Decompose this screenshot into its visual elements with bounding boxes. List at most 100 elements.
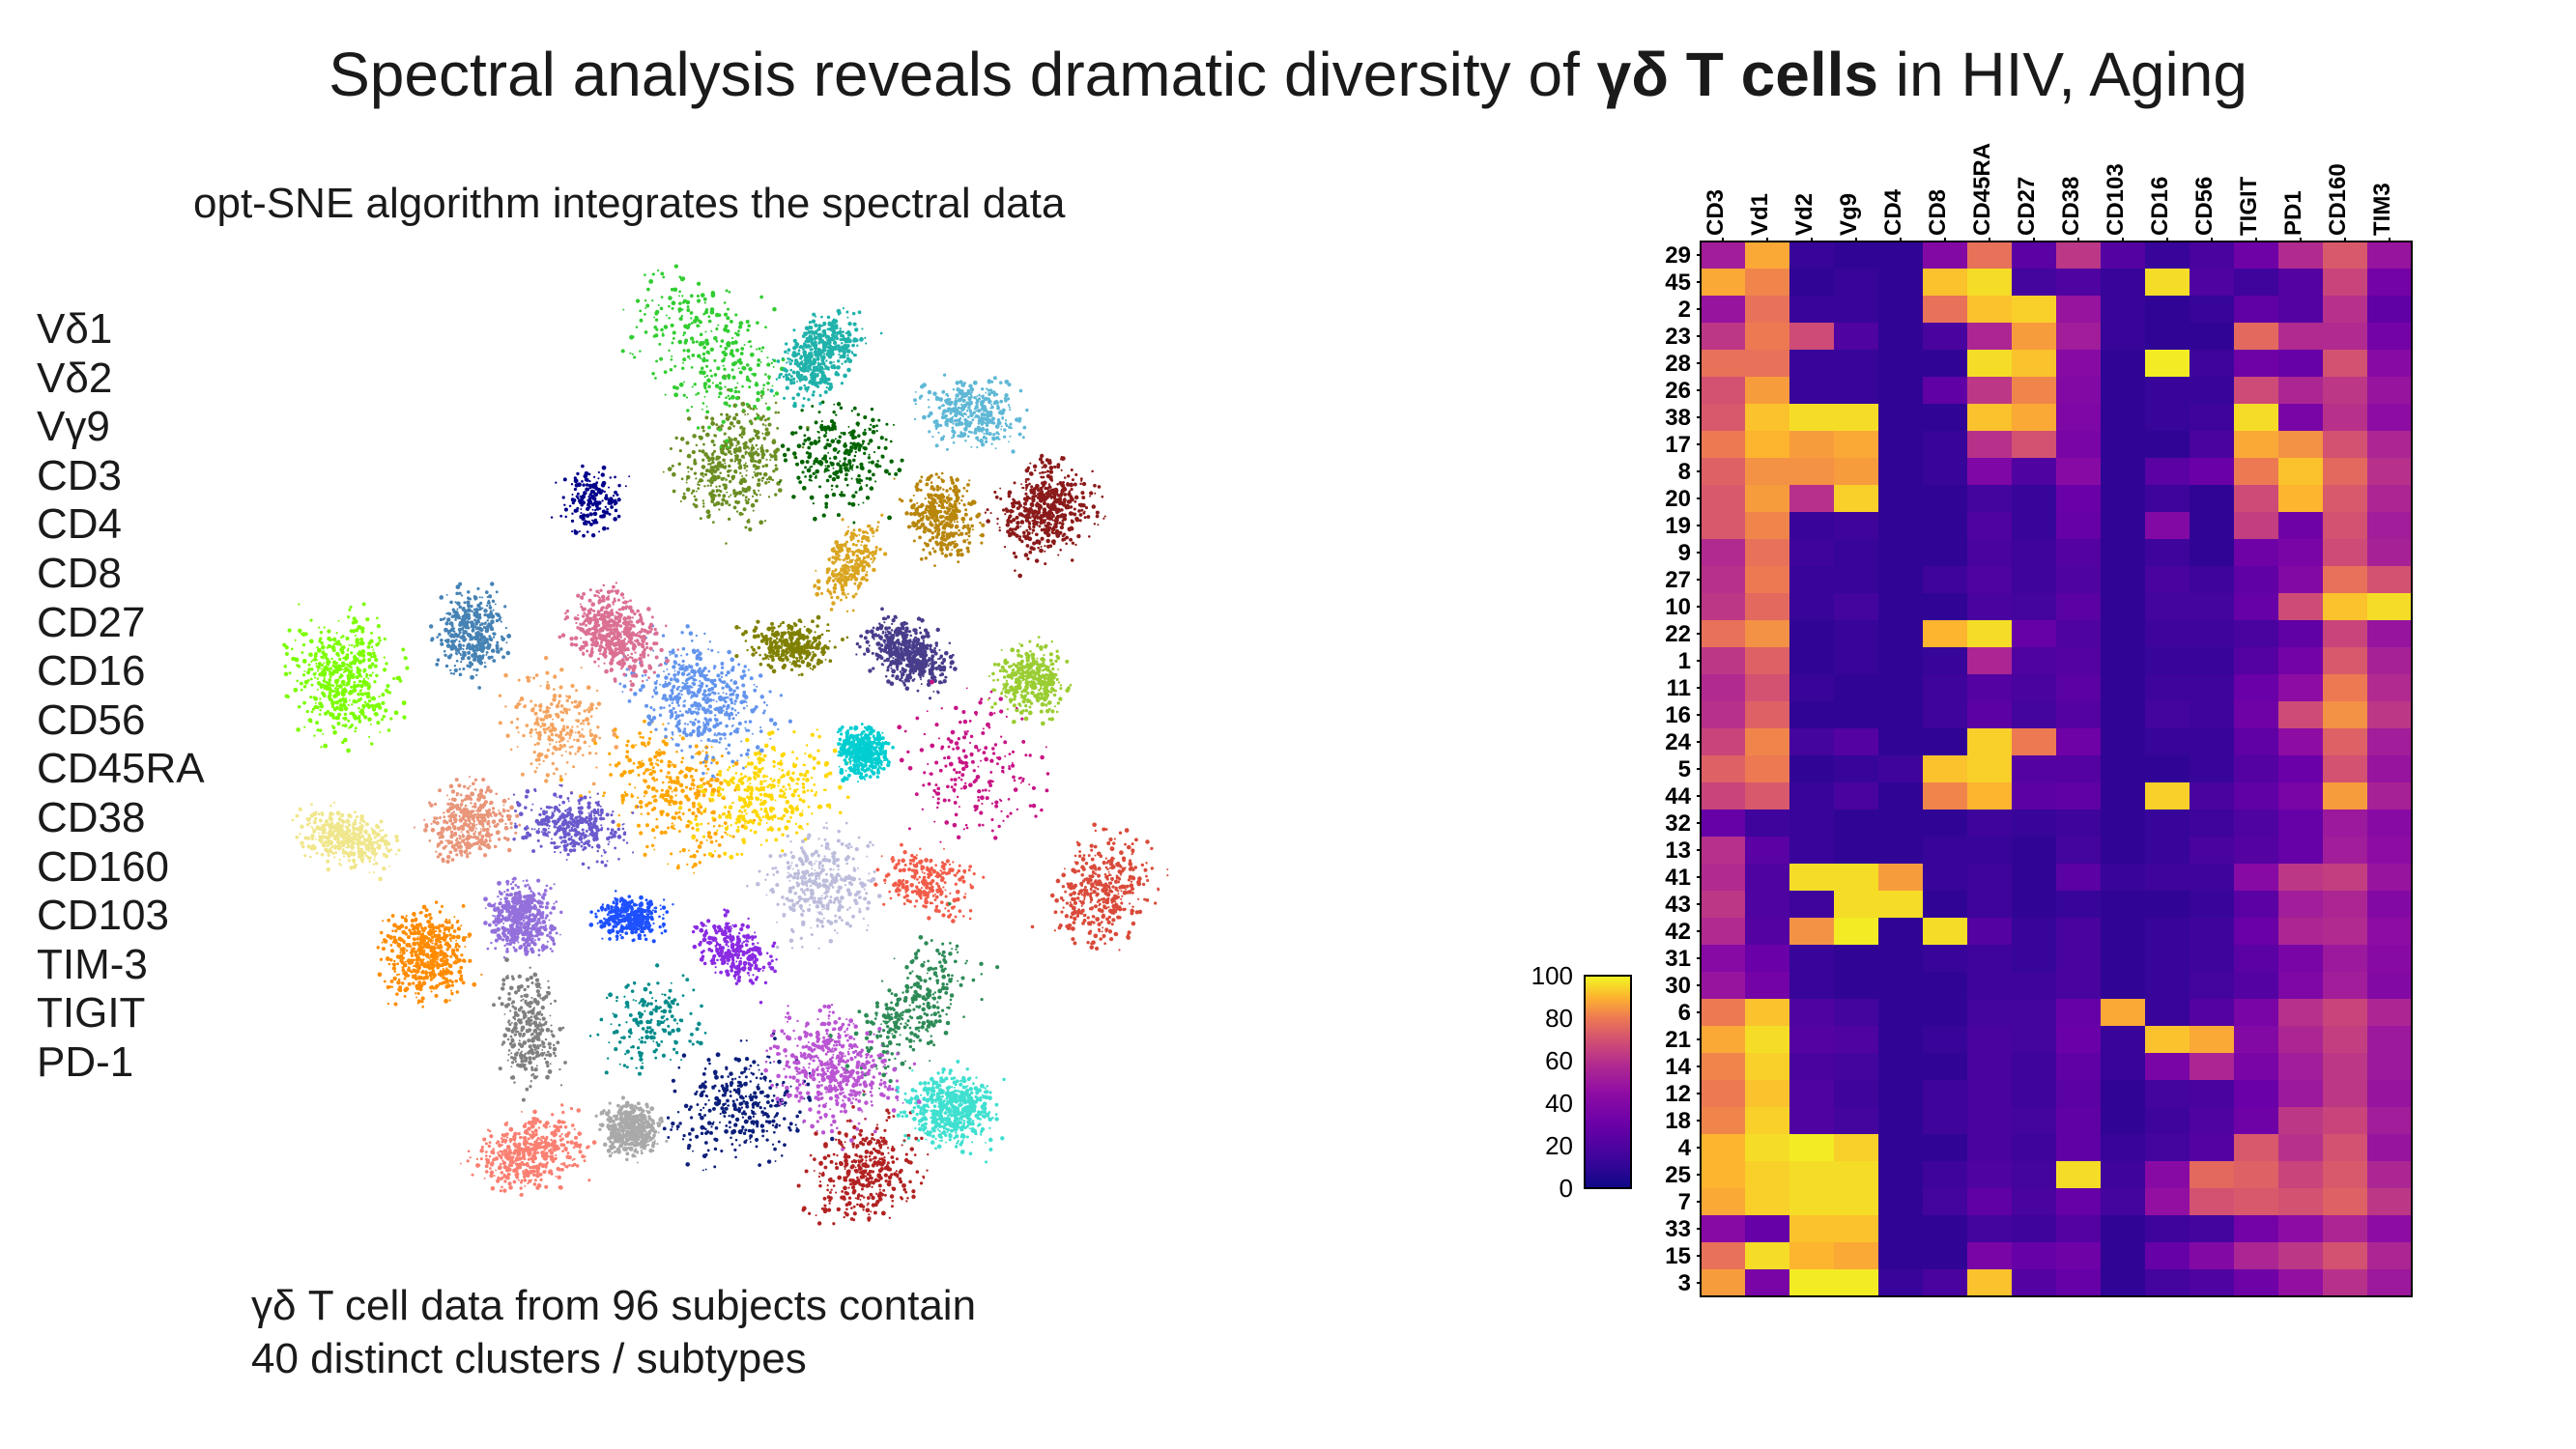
heatmap-cell bbox=[2323, 999, 2367, 1026]
heatmap-cell bbox=[1834, 566, 1878, 593]
heatmap-cell bbox=[2012, 323, 2056, 350]
heatmap-cell bbox=[1701, 404, 1745, 431]
heatmap-cell bbox=[2234, 1080, 2278, 1107]
heatmap-col-label: TIGIT bbox=[2236, 176, 2262, 236]
heatmap-cell bbox=[2190, 404, 2234, 431]
heatmap-col-label: CD16 bbox=[2147, 177, 2173, 236]
marker-list-item: TIGIT bbox=[37, 989, 205, 1038]
heatmap-cell bbox=[1701, 485, 1745, 512]
heatmap-cell bbox=[2234, 485, 2278, 512]
heatmap-cell bbox=[2012, 728, 2056, 755]
heatmap-cell bbox=[1745, 837, 1789, 864]
heatmap-cell bbox=[2101, 701, 2145, 728]
heatmap-cell bbox=[1923, 810, 1967, 837]
heatmap-cell bbox=[1878, 404, 1923, 431]
heatmap-cell bbox=[1967, 593, 2012, 620]
heatmap-cell bbox=[2101, 350, 2145, 377]
heatmap-cell bbox=[1967, 1242, 2012, 1269]
heatmap-cell bbox=[1834, 1026, 1878, 1053]
heatmap-cell bbox=[2056, 864, 2101, 891]
heatmap-cell bbox=[2101, 864, 2145, 891]
heatmap-cell bbox=[1834, 512, 1878, 539]
heatmap-cell bbox=[2367, 755, 2412, 782]
scatter-cluster bbox=[734, 615, 848, 676]
heatmap-cell bbox=[1878, 1026, 1923, 1053]
heatmap-cell bbox=[2234, 431, 2278, 458]
heatmap-cell bbox=[2367, 918, 2412, 945]
heatmap-cell bbox=[1834, 458, 1878, 485]
heatmap-cell bbox=[1789, 918, 1834, 945]
heatmap-cell bbox=[2056, 296, 2101, 323]
heatmap-cell bbox=[1878, 350, 1923, 377]
heatmap-cell bbox=[1834, 891, 1878, 918]
heatmap-cell bbox=[1789, 999, 1834, 1026]
heatmap-cell bbox=[2056, 810, 2101, 837]
heatmap-cell bbox=[2323, 674, 2367, 701]
heatmap-cell bbox=[2278, 972, 2323, 999]
heatmap-cell bbox=[1834, 539, 1878, 566]
heatmap-cell bbox=[2145, 999, 2190, 1026]
heatmap-cell bbox=[2278, 782, 2323, 810]
heatmap-cell bbox=[1878, 864, 1923, 891]
heatmap-cell bbox=[1834, 593, 1878, 620]
heatmap-cell bbox=[1923, 593, 1967, 620]
heatmap-cell bbox=[1701, 1026, 1745, 1053]
heatmap-cell bbox=[2145, 755, 2190, 782]
heatmap-cell bbox=[1878, 458, 1923, 485]
heatmap-cell bbox=[1789, 539, 1834, 566]
heatmap-col-label: CD3 bbox=[1703, 189, 1729, 236]
heatmap-cell bbox=[2056, 458, 2101, 485]
heatmap-cell bbox=[2234, 1053, 2278, 1080]
heatmap-row-label: 27 bbox=[1665, 567, 1691, 593]
heatmap-cell bbox=[1745, 512, 1789, 539]
heatmap-cell bbox=[2012, 701, 2056, 728]
heatmap-cell bbox=[1701, 674, 1745, 701]
heatmap-cell bbox=[2012, 1080, 2056, 1107]
heatmap-cell bbox=[2367, 999, 2412, 1026]
scatter-cluster bbox=[492, 957, 567, 1101]
heatmap-cell bbox=[1923, 431, 1967, 458]
heatmap-cell bbox=[2101, 972, 2145, 999]
heatmap-cell bbox=[1967, 269, 2012, 296]
heatmap-cell bbox=[1923, 620, 1967, 647]
scatter-cluster bbox=[429, 582, 511, 690]
heatmap-cell bbox=[1745, 647, 1789, 674]
heatmap-cell bbox=[1701, 620, 1745, 647]
heatmap-cell bbox=[2190, 620, 2234, 647]
heatmap-cell bbox=[1967, 810, 2012, 837]
heatmap-cell bbox=[1789, 323, 1834, 350]
heatmap-cell bbox=[2056, 1053, 2101, 1080]
heatmap-col-label: Vd2 bbox=[1791, 193, 1818, 236]
heatmap-cell bbox=[1923, 999, 1967, 1026]
heatmap-cell bbox=[1701, 377, 1745, 404]
heatmap-cell bbox=[2190, 945, 2234, 972]
heatmap-row-label: 10 bbox=[1665, 594, 1691, 620]
heatmap-col-label: CD27 bbox=[2014, 177, 2040, 236]
marker-list-item: CD45RA bbox=[37, 745, 205, 794]
heatmap-cell bbox=[2145, 323, 2190, 350]
heatmap-row-label: 15 bbox=[1665, 1243, 1691, 1269]
heatmap-cell bbox=[2012, 1053, 2056, 1080]
heatmap-cell bbox=[2323, 539, 2367, 566]
heatmap-cell bbox=[1701, 1215, 1745, 1242]
heatmap-cell bbox=[2323, 512, 2367, 539]
heatmap-cell bbox=[1923, 1134, 1967, 1161]
heatmap-cell bbox=[1878, 485, 1923, 512]
heatmap-cell bbox=[1789, 810, 1834, 837]
heatmap-cell bbox=[1878, 296, 1923, 323]
heatmap-cell bbox=[2367, 728, 2412, 755]
heatmap-col-label: CD4 bbox=[1880, 188, 1906, 236]
heatmap-cell bbox=[1923, 269, 1967, 296]
heatmap-row-label: 32 bbox=[1665, 810, 1691, 837]
scatter-cluster bbox=[813, 514, 887, 612]
heatmap-cell bbox=[2012, 242, 2056, 269]
heatmap-cell bbox=[2367, 891, 2412, 918]
heatmap-cell bbox=[1745, 755, 1789, 782]
heatmap-cell bbox=[1923, 1269, 1967, 1296]
heatmap-cell bbox=[2190, 728, 2234, 755]
heatmap-cell bbox=[1789, 1107, 1834, 1134]
heatmap-cell bbox=[1967, 972, 2012, 999]
heatmap-cell bbox=[1701, 1107, 1745, 1134]
heatmap-cell bbox=[2145, 566, 2190, 593]
heatmap-cell bbox=[1701, 1188, 1745, 1215]
